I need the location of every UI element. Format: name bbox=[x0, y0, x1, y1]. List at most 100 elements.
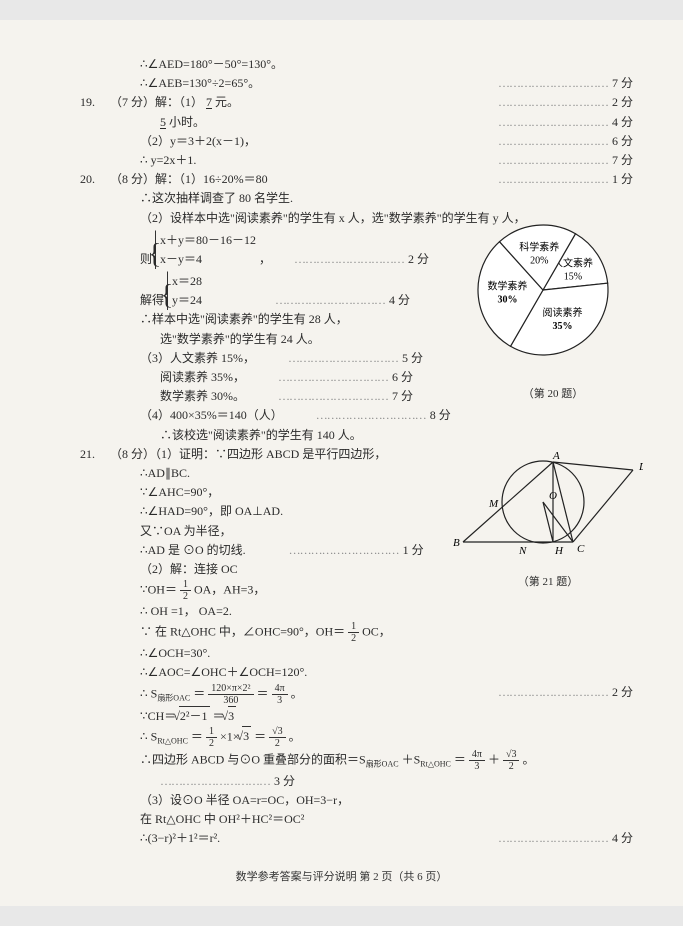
score-badge: 8 分 bbox=[316, 408, 451, 422]
l9a: ∵ 在 Rt△OHC 中，∠OHC=90°，OH＝ bbox=[140, 625, 345, 639]
eq2: ＝ bbox=[257, 686, 269, 700]
q20-l6-text: （3）人文素养 15%， bbox=[140, 351, 255, 365]
den: 2 bbox=[206, 738, 217, 749]
q19-l2-text: （2）y＝3＋2(x－1)， bbox=[140, 134, 256, 148]
score-badge: 2 分 bbox=[498, 93, 633, 112]
q20-number: 20. bbox=[80, 170, 95, 189]
brace-solution: x＝28 y＝24 bbox=[167, 271, 202, 310]
score-badge: 2 分 bbox=[498, 683, 633, 702]
q21-l11: ∴∠AOC=∠OHC＋∠OCH=120°. bbox=[50, 663, 633, 682]
eq2: ＝ bbox=[254, 729, 266, 743]
q20-l7-text: 阅读素养 35%， bbox=[160, 370, 245, 384]
frac: √32 bbox=[269, 726, 286, 749]
svg-text:科学素养: 科学素养 bbox=[519, 240, 559, 253]
q18-line2: ∴∠AEB=130°÷2=65°。 7 分 bbox=[50, 74, 633, 93]
svg-text:N: N bbox=[518, 545, 527, 557]
num: 4π bbox=[272, 683, 288, 695]
eq: ＝ bbox=[191, 729, 203, 743]
score-badge: 4 分 bbox=[275, 293, 410, 307]
svg-text:20%: 20% bbox=[530, 255, 548, 266]
svg-text:C: C bbox=[577, 543, 585, 555]
plus2: ＋ bbox=[488, 752, 500, 766]
score-badge: 4 分 bbox=[498, 113, 633, 132]
num: 120×π×2² bbox=[208, 683, 253, 695]
q18-line1: ∴∠AED=180°－50°=130°。 bbox=[50, 55, 633, 74]
score-badge: 6 分 bbox=[278, 370, 413, 384]
post: 。 bbox=[289, 729, 301, 743]
frac: 12 bbox=[206, 726, 217, 749]
q20-l9-text: （4）400×35%＝140（人） bbox=[140, 408, 283, 422]
svg-text:M: M bbox=[488, 498, 499, 510]
q21-l18-text: ∴(3−r)²＋1²＝r². bbox=[140, 831, 220, 845]
frac: 12 bbox=[348, 621, 359, 644]
score-badge: 6 分 bbox=[498, 132, 633, 151]
den: 2 bbox=[272, 738, 283, 749]
score-badge: 7 分 bbox=[498, 151, 633, 170]
plus: ＋S bbox=[402, 752, 421, 766]
sub: 扇形OAC bbox=[157, 693, 190, 702]
num: 1 bbox=[348, 621, 359, 633]
score-badge: 7 分 bbox=[278, 389, 413, 403]
num: 1 bbox=[206, 726, 217, 738]
svg-text:B: B bbox=[453, 537, 460, 549]
q19-head-text: （7 分）解：（1） bbox=[110, 95, 203, 109]
l13pre: ∵CH＝ bbox=[140, 709, 176, 723]
q19-ans1b: 5 bbox=[160, 115, 166, 129]
num: 4π bbox=[469, 749, 485, 761]
q21-l17: 在 Rt△OHC 中 OH²＋HC²＝OC² bbox=[50, 810, 633, 829]
pie-svg: 人文素养15%阅读素养35%数学素养30%科学素养20% bbox=[453, 215, 633, 375]
q21-l16: （3）设⊙O 半径 OA=r=OC，OH=3−r， bbox=[50, 791, 633, 810]
q20-head-text: （8 分）解：（1）16÷20%＝80 bbox=[110, 172, 268, 186]
q19-number: 19. bbox=[80, 93, 95, 112]
brace-post: ， bbox=[259, 252, 271, 266]
geo-svg: ADBCOMNH bbox=[453, 450, 643, 560]
post: 。 bbox=[291, 686, 303, 700]
q21-l14: ∴ SRt△OHC ＝ 12 ×1× 3 ＝ √32 。 bbox=[50, 726, 633, 749]
sqrt: 3 bbox=[228, 706, 237, 726]
num: 1 bbox=[180, 579, 191, 591]
den: 3 bbox=[274, 695, 285, 706]
svg-text:阅读素养: 阅读素养 bbox=[542, 306, 582, 319]
q21-l13: ∵CH＝ 2²－1 ＝ 3 bbox=[50, 706, 633, 726]
q21-l15: ∴四边形 ABCD 与⊙O 重叠部分的面积＝S扇形OAC ＋SRt△OHC ＝ … bbox=[50, 749, 633, 791]
brace-system: x＋y＝80－16－12 x－y＝4 bbox=[155, 230, 256, 269]
q19-ans1a: 7 bbox=[206, 95, 212, 109]
svg-text:35%: 35% bbox=[552, 321, 572, 332]
sub: 扇形OAC bbox=[366, 759, 399, 768]
score-badge: 1 分 bbox=[498, 170, 633, 189]
svg-text:15%: 15% bbox=[564, 272, 582, 283]
q19-line1b: 5 小时。 4 分 bbox=[50, 113, 633, 132]
q20-l8-text: 数学素养 30%。 bbox=[160, 389, 245, 403]
den: 2 bbox=[180, 591, 191, 602]
l14pre: ∴ S bbox=[140, 729, 157, 743]
sub: Rt△OHC bbox=[420, 759, 451, 768]
q21-l9: ∵ 在 Rt△OHC 中，∠OHC=90°，OH＝ 12 OC， bbox=[50, 621, 633, 644]
q20-line9: （4）400×35%＝140（人） 8 分 bbox=[50, 406, 633, 425]
q19-l3-text: ∴ y=2x＋1. bbox=[140, 153, 196, 167]
q21-l5-text: ∴AD 是 ⊙O 的切线. bbox=[140, 543, 246, 557]
q19-line2: （2）y＝3＋2(x－1)， 6 分 bbox=[50, 132, 633, 151]
q21-head-text: （8 分）（1）证明：∵四边形 ABCD 是平行四边形， bbox=[110, 447, 386, 461]
sqrt: 2²－1 bbox=[179, 706, 209, 726]
den: 2 bbox=[506, 761, 517, 772]
l12pre: ∴ S bbox=[140, 686, 157, 700]
svg-text:数学素养: 数学素养 bbox=[487, 280, 527, 293]
svg-text:H: H bbox=[554, 545, 564, 557]
num: √3 bbox=[503, 749, 520, 761]
score-badge: 4 分 bbox=[498, 829, 633, 848]
pie-chart: 人文素养15%阅读素养35%数学素养30%科学素养20% （第 20 题） bbox=[453, 215, 653, 404]
score-badge: 1 分 bbox=[289, 543, 424, 557]
sys-eq1: x＋y＝80－16－12 bbox=[160, 231, 256, 250]
l15pre: ∴四边形 ABCD 与⊙O 重叠部分的面积＝S bbox=[140, 752, 366, 766]
pie-caption: （第 20 题） bbox=[453, 386, 653, 404]
l9post: OC， bbox=[362, 625, 391, 639]
l7post: OA，AH=3， bbox=[194, 582, 265, 596]
l7pre: ∵OH＝ bbox=[140, 582, 177, 596]
geometry-figure: ADBCOMNH （第 21 题） bbox=[453, 450, 643, 592]
q21-l8: ∴ OH =1， OA=2. bbox=[50, 602, 633, 621]
q20-line2: ∴这次抽样调查了 80 名学生. bbox=[50, 189, 633, 208]
sub: Rt△OHC bbox=[157, 736, 188, 745]
q18-l2-text: ∴∠AEB=130°÷2=65°。 bbox=[140, 76, 260, 90]
q19-line3: ∴ y=2x＋1. 7 分 bbox=[50, 151, 633, 170]
post: 。 bbox=[522, 752, 534, 766]
